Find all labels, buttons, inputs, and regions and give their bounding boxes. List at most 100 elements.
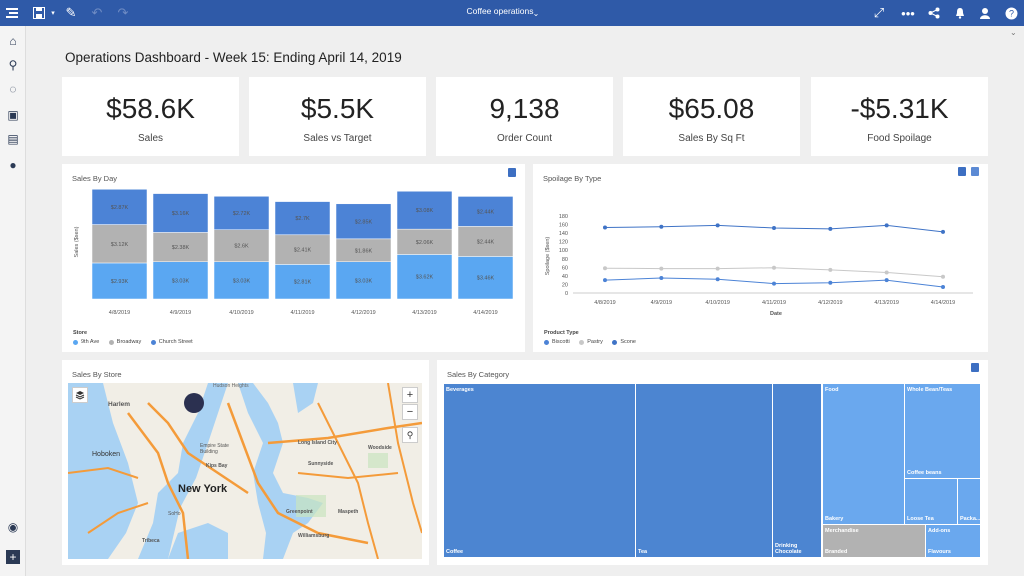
sales-by-day-panel[interactable]: Sales By Day Sales ($sen) $2.93K $3.12K $2.…	[62, 164, 525, 352]
data-point	[941, 285, 945, 290]
redo-icon[interactable]: ↷	[117, 5, 129, 20]
data-point	[715, 223, 720, 228]
x-tick-label: 4/13/2019	[874, 300, 898, 306]
share-icon[interactable]	[925, 4, 943, 22]
data-point	[828, 226, 833, 231]
bar-value-label: $2.93K	[111, 279, 129, 285]
x-tick-label: 4/14/2019	[931, 300, 955, 306]
data-point	[828, 280, 833, 285]
checked-icon[interactable]: ●	[9, 158, 17, 172]
bar-segment	[213, 229, 270, 262]
bar-segment	[457, 226, 514, 257]
y-tick-label: 180	[559, 214, 568, 220]
bar-value-label: $3.62K	[416, 275, 434, 281]
map-label: Tribeca	[142, 538, 160, 544]
bar-value-label: $2.44K	[477, 239, 495, 245]
chart-type-icon[interactable]	[971, 167, 979, 176]
treemap-cell-tea[interactable]: Tea	[635, 383, 773, 558]
map-zoom-out-button[interactable]: −	[402, 404, 418, 420]
legend-item[interactable]: Biscotti	[544, 339, 570, 345]
legend-item[interactable]: 9th Ave	[73, 339, 99, 345]
legend-item[interactable]: Church Street	[150, 339, 193, 345]
bar-segment	[457, 196, 514, 227]
spoilage-by-type-panel[interactable]: Spoilage By Type 0 20 40 60 80 100 120 140 160 18…	[533, 164, 988, 352]
data-point	[715, 277, 720, 282]
treemap-label: Drinking Chocolate	[775, 543, 802, 555]
treemap-cell-bakery[interactable]: Food Bakery	[822, 383, 905, 525]
data-sources-icon[interactable]: ▣	[7, 108, 19, 122]
title-chevron-down-icon[interactable]: ⌄	[532, 8, 540, 18]
data-point	[941, 229, 945, 234]
treemap-label: Whole Bean/Teas	[907, 387, 953, 393]
bar-value-label: $2.44K	[477, 209, 495, 215]
map-layers-icon[interactable]	[72, 387, 88, 403]
search-icon[interactable]: ⚲	[8, 58, 18, 72]
y-axis-label: Sales ($sen)	[74, 226, 80, 257]
svg-text:?: ?	[1008, 8, 1013, 18]
kpi-card-sales[interactable]: $58.6K Sales	[62, 77, 239, 156]
user-avatar-icon[interactable]	[976, 4, 994, 22]
new-item-plus-icon[interactable]: +	[6, 550, 20, 564]
y-axis-label: Spoilage ($sen)	[545, 237, 551, 276]
app-title[interactable]: Coffee operations	[466, 6, 534, 16]
treemap-cell-flavours[interactable]: Add-ons Flavours	[925, 524, 981, 558]
data-point	[884, 278, 889, 283]
legend-item[interactable]: Pastry	[579, 339, 603, 345]
legend-label: Pastry	[587, 339, 603, 345]
help-icon[interactable]: ?	[1002, 4, 1020, 22]
kpi-label: Sales By Sq Ft	[678, 133, 745, 144]
data-point	[603, 225, 607, 230]
treemap-cell-coffee-beans[interactable]: Whole Bean/Teas Coffee beans	[904, 383, 981, 479]
home-icon[interactable]: ⌂	[9, 34, 17, 48]
treemap-cell-loose-tea[interactable]: Loose Tea	[904, 478, 958, 525]
legend-label: Scone	[620, 339, 636, 345]
kpi-card-order-count[interactable]: 9,138 Order Count	[436, 77, 613, 156]
treemap-cell-branded[interactable]: Merchandise Branded	[822, 524, 926, 558]
menu-icon[interactable]	[4, 4, 22, 22]
spoilage-line-chart: 0 20 40 60 80 100 120 140 160 180 Spoilage ($sen) 4…	[545, 214, 973, 317]
save-icon[interactable]	[30, 4, 48, 22]
x-tick-label: 4/12/2019	[818, 300, 842, 306]
treemap-cell-packaged[interactable]: Packa...	[957, 478, 981, 525]
y-tick-label: 120	[559, 240, 568, 246]
pin-icon[interactable]	[958, 167, 966, 176]
more-icon[interactable]: •••	[901, 5, 915, 21]
bar-segment	[396, 228, 453, 255]
map-canvas	[68, 383, 422, 559]
legend-item[interactable]: Broadway	[108, 339, 141, 345]
bar-segment	[152, 193, 209, 233]
assistant-icon[interactable]: ◌	[9, 82, 17, 96]
bar-value-label: $3.03K	[355, 278, 373, 284]
legend-title: Product Type	[544, 330, 579, 336]
save-menu-chevron-icon[interactable]: ▾	[51, 10, 55, 17]
pin-icon[interactable]	[508, 168, 516, 177]
bottom-check-icon[interactable]: ◉	[7, 520, 19, 534]
map-zoom-in-button[interactable]: +	[402, 387, 418, 403]
navigation-icon[interactable]: ▤	[7, 132, 19, 146]
edit-icon[interactable]: ✎	[65, 5, 77, 20]
kpi-label: Food Spoilage	[867, 133, 932, 144]
undo-icon[interactable]: ↶	[91, 5, 103, 20]
treemap-label: Bakery	[825, 516, 844, 522]
notifications-bell-icon[interactable]	[951, 4, 969, 22]
pin-icon[interactable]	[971, 363, 979, 372]
map[interactable]: Harlem Hudson Heights Hoboken New York L…	[68, 383, 422, 559]
legend-item[interactable]: Scone	[612, 339, 636, 345]
collapse-chevron-icon[interactable]: ⌄	[1010, 28, 1017, 37]
treemap-cell-coffee[interactable]: Beverages Coffee	[443, 383, 636, 558]
map-search-icon[interactable]: ⚲	[402, 427, 418, 443]
kpi-card-sales-by-sq-ft[interactable]: $65.08 Sales By Sq Ft	[623, 77, 800, 156]
x-tick-label: 4/11/2019	[290, 310, 314, 316]
bar-value-label: $2.85K	[355, 219, 373, 225]
treemap-cell-drinking-chocolate[interactable]: Drinking Chocolate	[772, 383, 822, 558]
fullscreen-icon[interactable]: ⤢	[873, 5, 885, 20]
treemap-label: Tea	[638, 549, 648, 555]
data-point	[659, 266, 664, 271]
kpi-label: Sales vs Target	[303, 133, 372, 144]
bar-value-label: $2.87K	[111, 205, 129, 211]
treemap-label: Food	[825, 387, 839, 393]
kpi-card-food-spoilage[interactable]: -$5.31K Food Spoilage	[811, 77, 988, 156]
kpi-card-sales-vs-target[interactable]: $5.5K Sales vs Target	[249, 77, 426, 156]
y-tick-label: 0	[565, 291, 568, 297]
bar-value-label: $3.03K	[172, 278, 190, 284]
